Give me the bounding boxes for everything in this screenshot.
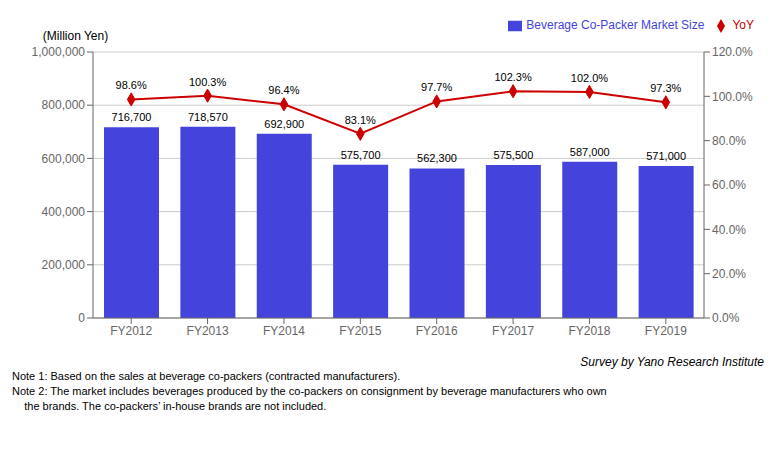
svg-text:80.0%: 80.0% <box>712 134 746 148</box>
html-text:Beverage Co-Packer Market Size: Beverage Co-Packer Market Size <box>526 18 705 32</box>
svg-text:FY2015: FY2015 <box>339 324 381 338</box>
svg-text:716,700: 716,700 <box>112 111 152 123</box>
svg-text:FY2014: FY2014 <box>263 324 305 338</box>
svg-text:200,000: 200,000 <box>42 258 86 272</box>
svg-text:98.6%: 98.6% <box>116 79 147 91</box>
svg-text:FY2017: FY2017 <box>492 324 534 338</box>
html-text:Note 1: Based on the sales at: Note 1: Based on the sales at beverage c… <box>12 370 401 382</box>
svg-text:692,900: 692,900 <box>264 118 304 130</box>
svg-text:83.1%: 83.1% <box>345 114 376 126</box>
svg-text:800,000: 800,000 <box>42 98 86 112</box>
svg-text:100.0%: 100.0% <box>712 90 753 104</box>
svg-text:102.0%: 102.0% <box>571 72 609 84</box>
svg-text:575,500: 575,500 <box>493 149 533 161</box>
svg-text:571,000: 571,000 <box>646 150 686 162</box>
svg-text:575,700: 575,700 <box>341 149 381 161</box>
html-text:YoY: YoY <box>732 18 754 32</box>
svg-text:97.3%: 97.3% <box>650 82 681 94</box>
svg-text:FY2013: FY2013 <box>187 324 229 338</box>
svg-text:600,000: 600,000 <box>42 152 86 166</box>
svg-text:102.3%: 102.3% <box>494 71 532 83</box>
svg-text:(Million Yen): (Million Yen) <box>43 29 108 43</box>
svg-text:0: 0 <box>78 311 85 325</box>
svg-text:400,000: 400,000 <box>42 205 86 219</box>
svg-text:718,570: 718,570 <box>188 111 228 123</box>
svg-text:100.3%: 100.3% <box>189 76 227 88</box>
svg-text:FY2019: FY2019 <box>645 324 687 338</box>
svg-text:97.7%: 97.7% <box>421 81 452 93</box>
svg-text:60.0%: 60.0% <box>712 178 746 192</box>
svg-text:96.4%: 96.4% <box>268 84 299 96</box>
svg-text:562,300: 562,300 <box>417 152 457 164</box>
html-text:the brands. The co-packers’ in: the brands. The co-packers’ in-house bra… <box>12 400 327 412</box>
svg-text:FY2012: FY2012 <box>110 324 152 338</box>
svg-text:40.0%: 40.0% <box>712 223 746 237</box>
svg-text:FY2018: FY2018 <box>568 324 610 338</box>
svg-text:587,000: 587,000 <box>570 146 610 158</box>
svg-text:1,000,000: 1,000,000 <box>32 45 86 59</box>
svg-text:FY2016: FY2016 <box>416 324 458 338</box>
svg-text:0.0%: 0.0% <box>712 311 740 325</box>
svg-text:20.0%: 20.0% <box>712 267 746 281</box>
html-text:Note 2: The market includes be: Note 2: The market includes beverages pr… <box>12 385 607 397</box>
html-text:Survey by Yano Research Instit: Survey by Yano Research Institute <box>580 355 764 369</box>
svg-text:120.0%: 120.0% <box>712 45 753 59</box>
